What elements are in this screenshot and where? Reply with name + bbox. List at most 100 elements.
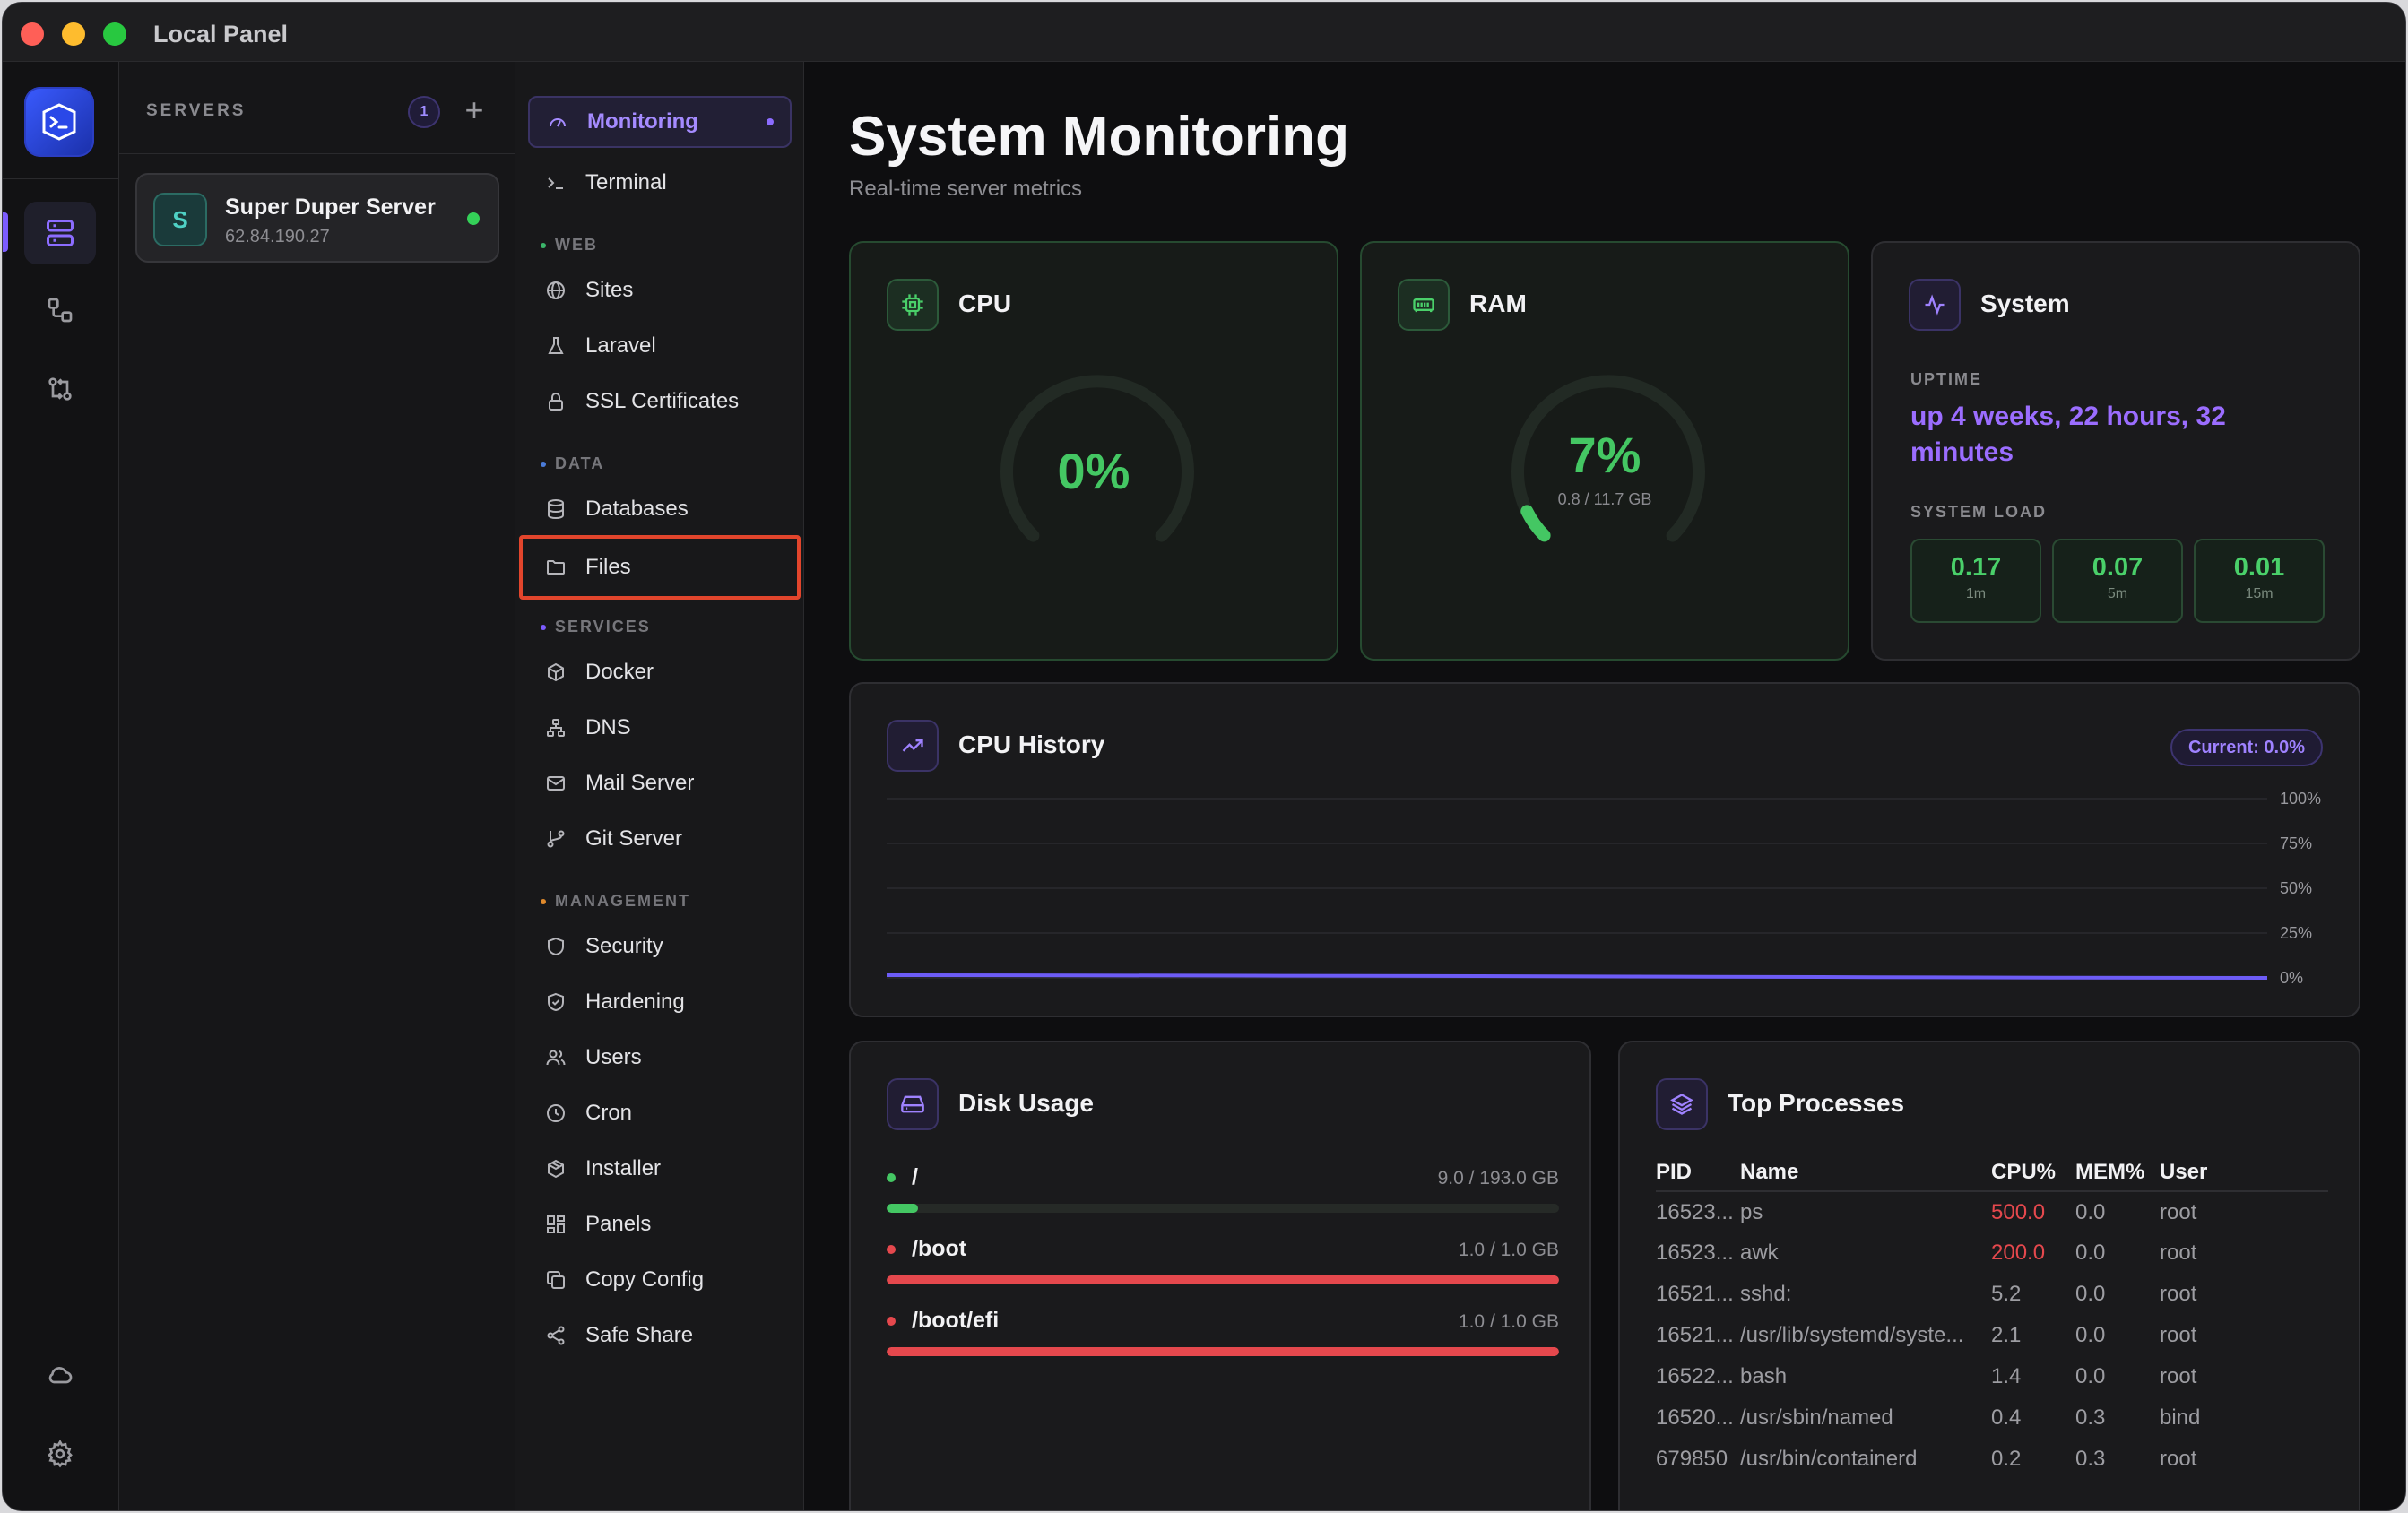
gear-icon xyxy=(48,1440,73,1468)
nav-item-installer[interactable]: Installer xyxy=(528,1143,792,1195)
process-row[interactable]: 16521... sshd: 5.2 0.0 root xyxy=(1656,1274,2328,1315)
nav-item-git-server[interactable]: Git Server xyxy=(528,813,792,865)
nav-item-files[interactable]: Files xyxy=(519,535,801,600)
nav-section-management: MANAGEMENT xyxy=(541,892,690,911)
ram-gauge-fill xyxy=(1520,505,1551,542)
process-user: root xyxy=(2160,1199,2197,1224)
zoom-window-button[interactable] xyxy=(103,22,126,46)
process-row[interactable]: 16523... awk 200.0 0.0 root xyxy=(1656,1232,2328,1274)
process-cpu: 200.0 xyxy=(1991,1241,2046,1265)
process-row[interactable]: 16523... ps 500.0 0.0 root xyxy=(1656,1191,2328,1232)
disk-size: 9.0 / 193.0 GB xyxy=(1437,1168,1559,1189)
process-name: ps xyxy=(1740,1199,1763,1224)
nav-item-panels[interactable]: Panels xyxy=(528,1198,792,1250)
servers-heading: SERVERS xyxy=(146,101,247,120)
cpu-history-title: CPU History xyxy=(958,731,1105,758)
load-15m: 0.01 15m xyxy=(2194,539,2325,623)
servers-divider xyxy=(119,153,515,154)
servers-rail-button[interactable] xyxy=(24,202,96,264)
nav-item-ssl-certificates[interactable]: SSL Certificates xyxy=(528,376,792,428)
nav-item-terminal[interactable]: Terminal xyxy=(528,157,792,209)
process-pid: 679850 xyxy=(1656,1447,1728,1471)
nav-item-label: Git Server xyxy=(585,826,683,851)
connections-rail-button[interactable] xyxy=(24,279,96,342)
nav-item-databases[interactable]: Databases xyxy=(528,483,792,535)
mail-icon xyxy=(544,772,567,795)
nav-item-label: Panels xyxy=(585,1212,652,1236)
settings-rail-button[interactable] xyxy=(24,1422,96,1485)
sync-rail-button[interactable] xyxy=(24,358,96,420)
minimize-window-button[interactable] xyxy=(62,22,85,46)
nav-item-users[interactable]: Users xyxy=(528,1032,792,1084)
process-row[interactable]: 679850/usr/bin/containerd 0.2 0.3 root xyxy=(1656,1439,2328,1480)
uptime-value: up 4 weeks, 22 hours, 32 minutes xyxy=(1910,402,2226,467)
network-icon xyxy=(544,716,567,739)
nav-item-dns[interactable]: DNS xyxy=(528,702,792,754)
nav-section-data: DATA xyxy=(541,454,604,473)
process-row[interactable]: 16522... bash 1.4 0.0 root xyxy=(1656,1356,2328,1397)
server-avatar: S xyxy=(153,193,207,246)
process-pid: 16522... xyxy=(1656,1364,1734,1388)
process-name: /usr/sbin/named xyxy=(1740,1405,1893,1430)
process-user: root xyxy=(2160,1282,2197,1306)
process-user: root xyxy=(2160,1447,2197,1471)
shield-icon xyxy=(544,935,567,958)
nav-item-laravel[interactable]: Laravel xyxy=(528,320,792,372)
nav-item-label: Laravel xyxy=(585,333,656,358)
nav-item-mail-server[interactable]: Mail Server xyxy=(528,757,792,809)
process-pid: 16521... xyxy=(1656,1282,1734,1306)
nav-item-label: Safe Share xyxy=(585,1323,694,1347)
process-cpu: 0.2 xyxy=(1991,1447,2022,1471)
disk-usage-title: Disk Usage xyxy=(958,1089,1094,1117)
folder-icon xyxy=(544,556,567,579)
process-row[interactable]: 16521.../usr/lib/systemd/syste... 2.1 0.0 r… xyxy=(1656,1315,2328,1356)
cpu-icon xyxy=(887,279,939,331)
disk-usage-card: Disk Usage / 9.0 / 193.0 GB/boot 1.0 / 1.0… xyxy=(849,1041,1591,1510)
server-card[interactable]: S Super Duper Server 62.84.190.27 xyxy=(135,173,499,263)
nav-item-safe-share[interactable]: Safe Share xyxy=(528,1310,792,1362)
icon-rail xyxy=(3,62,119,1510)
column-header-cpu[interactable]: CPU% xyxy=(1991,1159,2075,1192)
cloud-rail-button[interactable] xyxy=(24,1344,96,1406)
nav-item-cron[interactable]: Cron xyxy=(528,1087,792,1139)
nav-section-web: WEB xyxy=(541,236,598,255)
lock-icon xyxy=(544,390,567,413)
app-logo[interactable] xyxy=(24,87,94,157)
ram-gauge xyxy=(1511,375,1705,542)
nav-item-label: Terminal xyxy=(585,170,667,195)
column-header-pid[interactable]: PID xyxy=(1656,1159,1740,1192)
clock-icon xyxy=(544,1102,567,1125)
window-title: Local Panel xyxy=(153,21,289,48)
nav-item-hardening[interactable]: Hardening xyxy=(528,976,792,1028)
cloud-icon xyxy=(48,1367,73,1384)
activity-icon xyxy=(1909,279,1961,331)
disk-row: / 9.0 / 193.0 GB xyxy=(887,1164,1559,1218)
server-online-status xyxy=(467,212,480,225)
cpu-gauge xyxy=(1000,375,1194,542)
nav-item-docker[interactable]: Docker xyxy=(528,646,792,698)
nav-item-label: Sites xyxy=(585,278,634,302)
system-card: System UPTIME up 4 weeks, 22 hours, 32 m… xyxy=(1871,241,2360,661)
memory-icon xyxy=(1398,279,1450,331)
process-mem: 0.0 xyxy=(2075,1241,2106,1265)
nav-item-copy-config[interactable]: Copy Config xyxy=(528,1254,792,1306)
server-nav: Monitoring Terminal WEB Sites Laravel SS… xyxy=(515,62,804,1510)
column-header-mem[interactable]: MEM% xyxy=(2075,1159,2160,1192)
nav-item-monitoring[interactable]: Monitoring xyxy=(528,96,792,148)
y-tick-label: 0% xyxy=(2280,969,2303,987)
column-header-name[interactable]: Name xyxy=(1740,1159,1991,1192)
process-row[interactable]: 16520.../usr/sbin/named 0.4 0.3 bind xyxy=(1656,1397,2328,1439)
nav-item-security[interactable]: Security xyxy=(528,921,792,973)
y-tick-label: 25% xyxy=(2280,924,2312,942)
ram-title: RAM xyxy=(1469,290,1527,317)
process-cpu: 0.4 xyxy=(1991,1405,2022,1430)
terminal-icon xyxy=(544,171,567,195)
process-pid: 16523... xyxy=(1656,1199,1734,1224)
process-mem: 0.3 xyxy=(2075,1447,2106,1471)
nav-item-label: SSL Certificates xyxy=(585,389,740,413)
shield-check-icon xyxy=(544,990,567,1014)
add-server-button[interactable]: + xyxy=(464,91,484,128)
column-header-user[interactable]: User xyxy=(2160,1159,2328,1192)
nav-item-sites[interactable]: Sites xyxy=(528,264,792,316)
close-window-button[interactable] xyxy=(21,22,44,46)
